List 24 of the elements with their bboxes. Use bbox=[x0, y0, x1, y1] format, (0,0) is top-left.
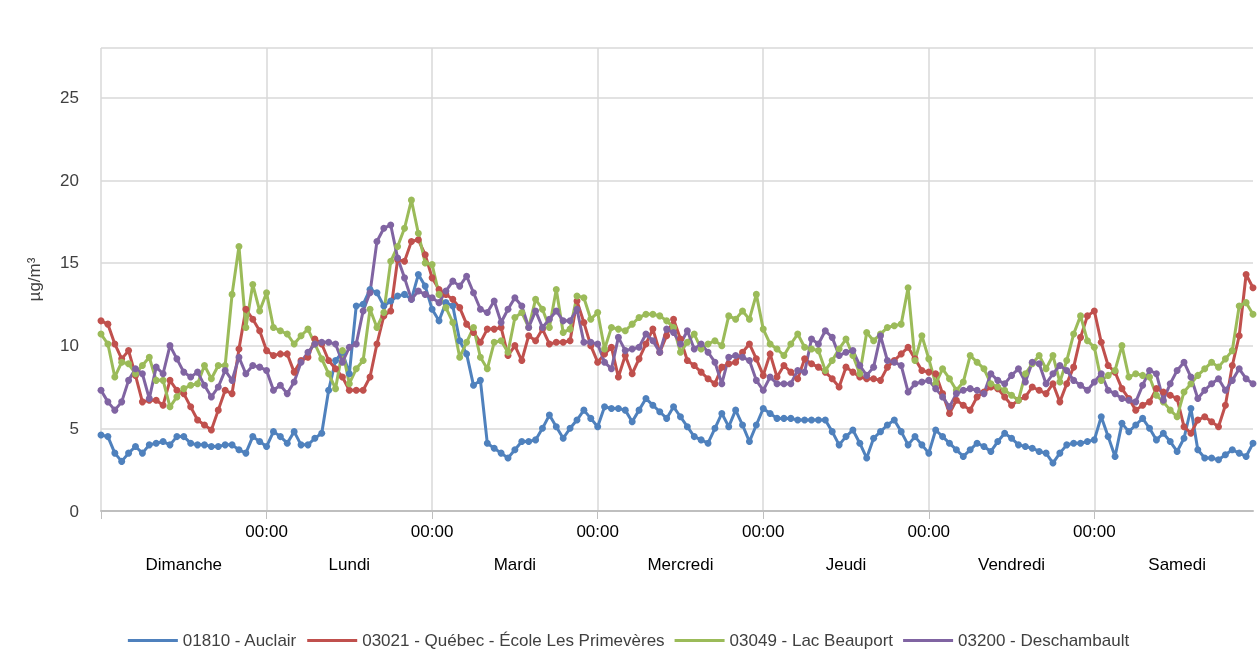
legend-label: 03049 - Lac Beauport bbox=[729, 631, 894, 650]
y-tick-label: 15 bbox=[60, 253, 79, 273]
x-tick-label: Mardi bbox=[493, 555, 537, 574]
x-tick-label: 00:00 bbox=[741, 522, 785, 541]
x-tick-label: Mercredi bbox=[647, 555, 714, 574]
y-tick-label: 25 bbox=[60, 88, 79, 108]
legend-label: 03021 - Québec - École Les Primevères bbox=[362, 631, 665, 650]
x-tick-label: Jeudi bbox=[825, 555, 867, 574]
x-tick-label: 00:00 bbox=[245, 522, 288, 541]
y-tick-label: 0 bbox=[69, 501, 79, 521]
y-tick-label: 5 bbox=[69, 418, 79, 438]
x-tick-label: Vendredi bbox=[978, 555, 1046, 574]
x-tick-label: 00:00 bbox=[576, 522, 619, 541]
x-tick-label: 00:00 bbox=[907, 522, 951, 541]
x-tick-label: 00:00 bbox=[1073, 522, 1116, 541]
y-tick-label: 20 bbox=[60, 170, 79, 190]
x-tick-label: Dimanche bbox=[145, 555, 223, 574]
x-tick-label: 00:00 bbox=[410, 522, 454, 541]
x-tick-label: Lundi bbox=[328, 555, 371, 574]
y-axis-title: µg/m³ bbox=[25, 257, 44, 302]
legend-label: 01810 - Auclair bbox=[182, 631, 297, 650]
y-tick-label: 10 bbox=[60, 336, 79, 356]
legend-label: 03200 - Deschambault bbox=[958, 631, 1130, 650]
x-tick-label: Samedi bbox=[1148, 555, 1206, 574]
